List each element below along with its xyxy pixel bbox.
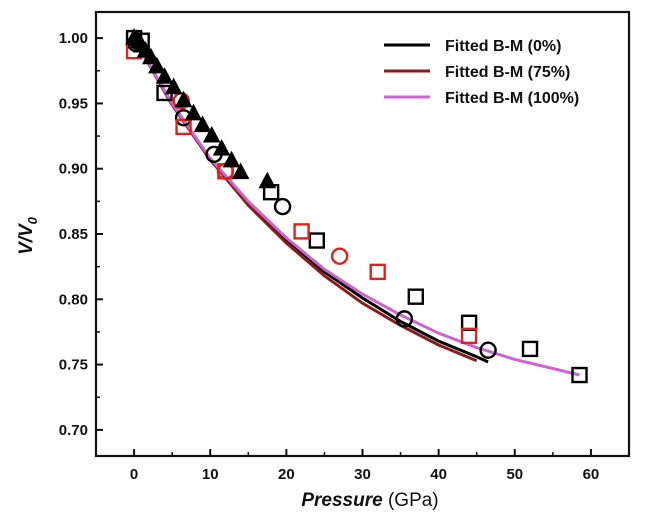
x-axis-label-italic: Pressure bbox=[301, 490, 383, 511]
fit-curve-1 bbox=[132, 37, 478, 363]
triangle-marker bbox=[222, 150, 241, 168]
y-axis-label-main: V/V bbox=[16, 223, 37, 255]
square-marker bbox=[308, 232, 326, 249]
x-tick-label: 10 bbox=[202, 466, 219, 483]
legend-label-2: Fitted B-M (100%) bbox=[445, 90, 579, 107]
legend-label-0: Fitted B-M (0%) bbox=[445, 38, 561, 55]
x-tick-label: 40 bbox=[430, 466, 447, 483]
triangle-marker bbox=[164, 77, 183, 95]
y-tick-label: 0.85 bbox=[59, 226, 88, 243]
y-tick-label: 0.75 bbox=[59, 357, 88, 374]
x-tick-label: 50 bbox=[506, 466, 523, 483]
triangle-marker bbox=[148, 56, 166, 74]
triangle-marker bbox=[155, 67, 174, 84]
x-axis-label-unit: (GPa) bbox=[383, 490, 439, 511]
triangle-marker bbox=[141, 47, 160, 65]
square-marker bbox=[293, 223, 310, 240]
circle-marker bbox=[330, 247, 349, 265]
triangle-marker bbox=[231, 162, 250, 180]
y-tick-label: 0.80 bbox=[59, 291, 88, 308]
triangle-marker bbox=[193, 115, 212, 133]
y-tick-label: 0.95 bbox=[59, 95, 88, 112]
circle-marker bbox=[479, 341, 497, 359]
x-axis: 0 10 20 30 40 50 60 bbox=[130, 449, 599, 483]
y-tick-label: 1.00 bbox=[59, 30, 88, 47]
legend: Fitted B-M (0%) Fitted B-M (75%) Fitted … bbox=[384, 38, 579, 107]
circle-marker bbox=[395, 310, 414, 328]
x-tick-label: 0 bbox=[130, 466, 138, 483]
square-marker bbox=[175, 118, 192, 136]
fit-curve-2 bbox=[132, 37, 580, 377]
y-tick-label: 0.70 bbox=[59, 422, 88, 439]
x-tick-label: 30 bbox=[354, 466, 371, 483]
data-points bbox=[125, 28, 588, 384]
y-axis: 0.70 0.75 0.80 0.85 0.90 0.95 1.00 bbox=[59, 30, 103, 439]
fit-curve-0 bbox=[132, 37, 489, 364]
x-tick-label: 60 bbox=[583, 466, 600, 483]
square-marker bbox=[571, 366, 588, 384]
circle-marker bbox=[273, 197, 292, 216]
triangle-marker bbox=[258, 171, 277, 189]
square-marker bbox=[521, 340, 539, 358]
square-marker bbox=[407, 288, 424, 305]
triangle-marker bbox=[174, 90, 193, 108]
y-axis-label-subscript: 0 bbox=[25, 216, 40, 224]
legend-label-1: Fitted B-M (75%) bbox=[445, 64, 570, 81]
x-tick-label: 20 bbox=[278, 466, 295, 483]
triangle-marker bbox=[212, 139, 231, 156]
square-marker bbox=[369, 263, 386, 281]
fit-curves bbox=[132, 37, 580, 377]
y-axis-label: V/V0 bbox=[16, 216, 40, 255]
triangle-marker bbox=[184, 103, 203, 121]
y-tick-label: 0.90 bbox=[59, 161, 88, 178]
triangle-marker bbox=[202, 125, 221, 143]
x-axis-label: Pressure (GPa) bbox=[301, 490, 438, 511]
square-marker bbox=[460, 327, 478, 345]
